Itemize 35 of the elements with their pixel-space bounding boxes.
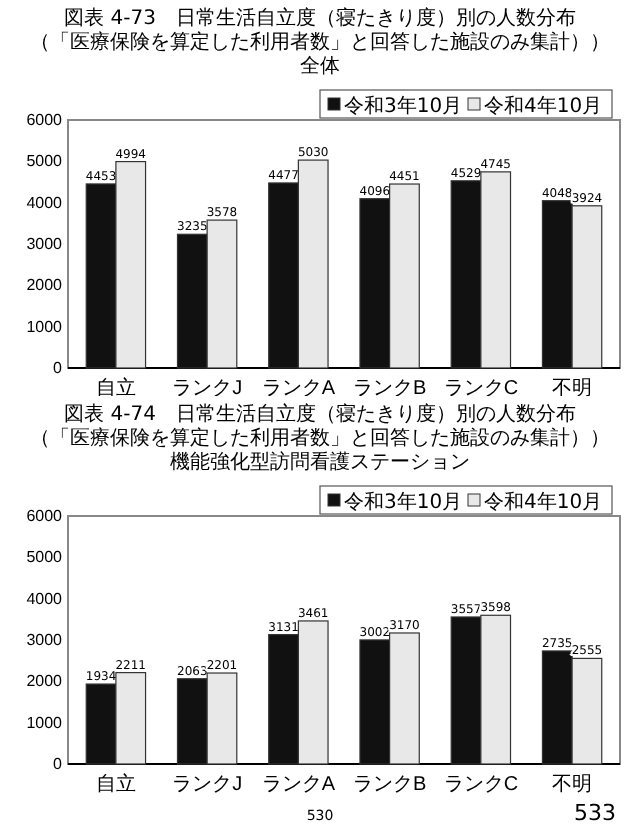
x-tick-label: 不明	[552, 378, 593, 400]
y-tick-label: 4000	[26, 193, 64, 212]
y-tick-label: 3000	[26, 235, 64, 254]
x-tick-label: 自立	[95, 772, 136, 796]
chart-title: 図表 4-74 日常生活自立度（寝たきり度）別の人数分布	[64, 402, 576, 426]
x-tick-label: ランクC	[443, 378, 519, 400]
x-tick-label: 不明	[552, 774, 593, 796]
chart-title: 図表 4-73 日常生活自立度（寝たきり度）別の人数分布	[64, 6, 576, 30]
x-tick-label: ランクJ	[172, 774, 243, 796]
legend-label: 令和3年10月	[344, 490, 463, 514]
y-tick-label: 2000	[26, 672, 64, 691]
y-tick-label: 0	[53, 359, 64, 378]
y-tick-label: 4000	[26, 589, 64, 608]
y-tick-label: 1000	[26, 317, 64, 336]
x-tick-label: ランクJ	[172, 378, 243, 400]
x-tick-label: ランクA	[261, 378, 336, 400]
x-tick-label: ランクB	[352, 378, 427, 400]
y-tick-label: 0	[53, 755, 64, 774]
y-tick-label: 1000	[26, 713, 64, 732]
y-tick-label: 5000	[26, 548, 64, 567]
y-tick-label: 6000	[26, 111, 64, 130]
y-tick-label: 6000	[26, 507, 64, 526]
chart-subtitle: （「医療保険を算定した利用者数」と回答した施設のみ集計））全体	[30, 30, 610, 78]
y-tick-label: 2000	[26, 276, 64, 295]
y-tick-label: 5000	[26, 152, 64, 171]
text: 533	[574, 800, 616, 826]
x-tick-label: ランクB	[352, 774, 427, 796]
x-tick-label: ランクC	[443, 774, 519, 796]
x-tick-label: ランクA	[261, 774, 336, 796]
x-tick-label: 自立	[95, 376, 136, 400]
chart-subtitle: （「医療保険を算定した利用者数」と回答した施設のみ集計））機能強化型訪問看護ステーション	[30, 426, 610, 474]
legend-label: 令和3年10月	[344, 94, 463, 118]
legend-label: 令和4年10月	[484, 490, 603, 514]
y-tick-label: 3000	[26, 631, 64, 650]
legend-label: 令和4年10月	[484, 94, 603, 118]
